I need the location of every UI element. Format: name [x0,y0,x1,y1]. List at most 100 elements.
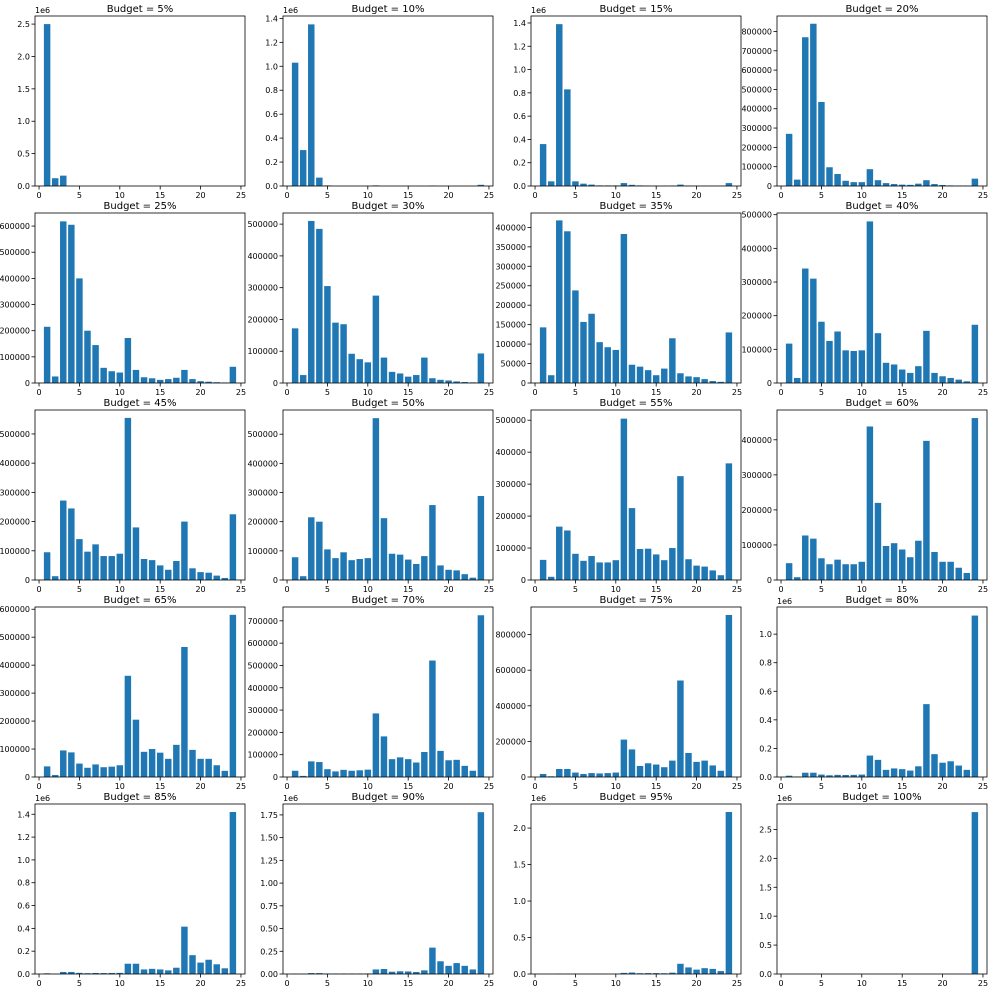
chart-2-bar-5 [572,181,579,186]
chart-11-ytick-label-1: 100000 [741,541,772,550]
chart-9-bar-21 [453,570,460,580]
chart-17-bar-24 [477,812,485,974]
chart-7-axes-frame [776,212,988,384]
chart-4-bar-3 [60,221,67,383]
chart-16-bar-23 [221,968,229,974]
chart-10-bar-15 [652,554,660,580]
chart-7: Budget = 40% 0 5 10 15 20 25 0 100000 200000 30000… [741,201,988,397]
chart-17-axes-frame [282,803,494,975]
chart-15-bar-5 [818,774,825,777]
chart-10-bar-24 [725,463,733,580]
chart-5-bar-11 [372,295,380,383]
chart-19-xtick-label-0: 0 [778,979,783,988]
chart-16-ytick-label-2: 0.4 [17,924,30,933]
chart-14-bar-11 [620,739,628,777]
chart-16-bar-20 [197,962,204,974]
chart-15-bar-8 [842,775,849,777]
chart-14-bar-4 [564,768,571,777]
chart-3-xtick-label-10: 10 [857,191,867,200]
chart-18-xtick-label-5: 5 [573,979,578,988]
chart-11-bar-24 [971,418,979,580]
chart-16-xtick-label-0: 0 [36,979,41,988]
chart-7-xtick-label-0: 0 [778,388,783,397]
chart-10-bar-20 [693,565,700,580]
chart-9-bar-17 [421,556,428,580]
chart-17-bar-14 [396,971,404,974]
chart-3-bar-1 [785,133,793,186]
chart-10-bar-4 [564,530,571,580]
chart-9-bar-16 [413,563,420,580]
chart-17-ytick-label-6: 1.50 [260,834,278,843]
chart-3-axes-frame [776,15,988,187]
chart-12-bar-14 [148,749,156,777]
chart-17-bar-3 [308,973,315,974]
chart-2-xtick-label-20: 20 [691,191,701,200]
chart-18-xtick-label-0: 0 [532,979,537,988]
chart-3-xtick-label-15: 15 [897,191,907,200]
chart-17-bar-18 [429,947,436,974]
chart-15-bar-17 [915,766,922,777]
chart-12-bar-8 [100,767,107,777]
chart-18-ytick-label-4: 2.0 [513,824,526,833]
chart-9-bar-20 [445,569,452,580]
chart-10-bar-13 [636,549,644,580]
chart-3-bar-19 [931,184,938,186]
chart-19-xtick-label-10: 10 [857,979,867,988]
chart-11-bar-8 [842,564,849,580]
chart-6-bar-7 [588,313,595,383]
chart-9-ytick-label-3: 300000 [247,489,278,498]
chart-19-xtick-label-5: 5 [819,979,824,988]
chart-5-bar-19 [437,379,444,383]
chart-11-xtick-label-15: 15 [897,585,907,594]
chart-14-bar-1 [539,773,547,777]
chart-4-axes-frame [34,212,246,384]
chart-7-bar-19 [931,372,938,383]
chart-0: Budget = 5% 0 5 10 15 20 25 0.0 0.5 1.0 1.5 2.0 2.5 1… [17,4,246,200]
chart-6-bar-8 [596,342,603,383]
chart-11-bar-7 [834,559,841,580]
chart-4-bar-8 [100,367,107,383]
chart-13-ytick-label-5: 500000 [247,661,278,670]
chart-12-bar-6 [84,767,91,777]
chart-3-bar-10 [858,182,866,186]
chart-12-title: Budget = 65% [104,595,177,606]
chart-17-xtick-label-25: 25 [484,979,494,988]
chart-10-ytick-label-1: 100000 [495,544,526,553]
chart-10-bar-23 [717,575,725,580]
chart-12-ytick-label-2: 200000 [0,717,30,726]
chart-4-bar-5 [76,278,83,383]
chart-19-ytick-label-5: 2.5 [759,825,772,834]
chart-5-bar-16 [413,375,420,383]
chart-2-ytick-label-0: 0.0 [513,182,526,191]
chart-9-bar-4 [316,521,323,580]
chart-4-ytick-label-6: 600000 [0,222,30,231]
chart-7-bar-21 [947,377,954,383]
chart-11-bar-21 [947,561,954,580]
chart-16-bar-15 [156,969,164,974]
chart-7-bar-11 [866,221,874,383]
chart-9-bar-10 [364,558,372,580]
chart-15-xtick-label-5: 5 [819,782,824,791]
chart-11-ytick-label-3: 300000 [741,471,772,480]
chart-16-bar-13 [140,969,148,974]
chart-16-xtick-label-20: 20 [195,979,205,988]
chart-3-bar-13 [882,183,890,186]
chart-1-xtick-label-20: 20 [443,191,453,200]
chart-13-bar-19 [437,750,444,777]
chart-17-ytick-label-1: 0.25 [260,947,278,956]
chart-12-ytick-label-1: 100000 [0,745,30,754]
chart-6-bar-20 [693,377,700,383]
chart-18-ytick-label-3: 1.5 [513,861,526,870]
chart-16-xtick-label-10: 10 [115,979,125,988]
chart-8-bar-21 [205,572,212,580]
chart-12-bar-9 [108,766,115,777]
chart-15-bar-12 [874,759,882,777]
chart-14-bar-15 [652,764,660,777]
chart-7-xtick-label-10: 10 [857,388,867,397]
chart-11-bar-2 [793,577,801,580]
chart-17-ytick-label-3: 0.75 [260,902,278,911]
chart-9-bar-2 [299,576,307,580]
chart-15-bar-20 [939,762,946,777]
chart-16: Budget = 85% 0 5 10 15 20 25 0.0 0.2 0.4 0.6 0.8 1.0… [17,792,246,988]
chart-14-bar-3 [556,768,563,777]
